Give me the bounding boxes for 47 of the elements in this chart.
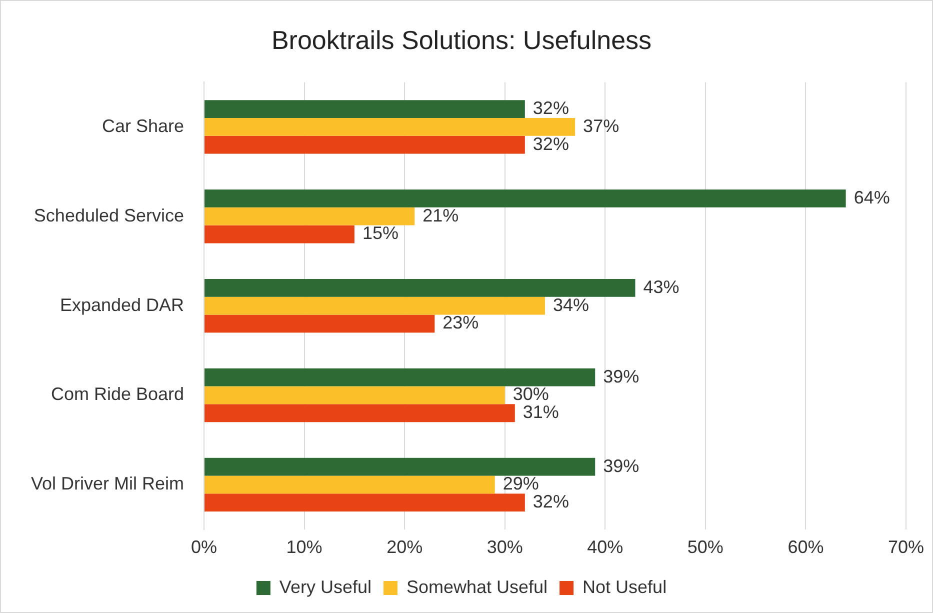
bar [204, 278, 636, 297]
data-label: 21% [422, 205, 459, 226]
bar [204, 136, 525, 154]
y-tick-label: Scheduled Service [34, 205, 184, 226]
bar [204, 494, 525, 512]
y-tick-label: Vol Driver Mil Reim [30, 474, 184, 494]
y-tick-label: Com Ride Board [50, 384, 184, 404]
data-label: 23% [442, 312, 479, 333]
data-label: 32% [532, 492, 569, 512]
x-tick-label: 10% [286, 537, 322, 558]
legend-label: Very Useful [279, 576, 372, 597]
data-label: 39% [603, 456, 640, 476]
data-label: 32% [532, 98, 569, 118]
legend-label: Somewhat Useful [406, 576, 548, 597]
bar [204, 314, 435, 333]
x-tick-label: 40% [587, 537, 624, 558]
bar [204, 190, 846, 208]
data-label: 15% [362, 223, 398, 244]
bar [204, 296, 545, 315]
data-label: 34% [552, 294, 590, 315]
data-label: 32% [532, 134, 569, 154]
bar [204, 458, 596, 476]
x-tick-label: 50% [687, 537, 724, 558]
bar [204, 118, 576, 136]
data-label: 43% [643, 276, 680, 297]
data-label: 39% [603, 366, 640, 386]
bar [204, 225, 354, 244]
bar [204, 404, 515, 422]
bar [204, 100, 525, 118]
data-label: 64% [854, 187, 890, 208]
bar [204, 368, 596, 386]
x-tick-label: 60% [788, 537, 824, 558]
x-tick-label: 0% [191, 537, 218, 558]
x-tick-label: 30% [486, 537, 523, 558]
legend-label: Not Useful [582, 576, 667, 597]
data-label: 30% [512, 384, 549, 404]
data-label: 29% [502, 474, 539, 494]
chart-title: Brooktrails Solutions: Usefulness [271, 24, 652, 55]
data-label: 31% [522, 402, 559, 422]
bar [204, 386, 505, 404]
x-tick-label: 70% [888, 537, 924, 558]
data-label: 37% [583, 116, 620, 136]
bar [204, 207, 415, 226]
bar [204, 476, 495, 494]
y-tick-label: Car Share [102, 116, 184, 136]
x-tick-label: 20% [386, 537, 423, 558]
y-tick-label: Expanded DAR [60, 294, 184, 315]
